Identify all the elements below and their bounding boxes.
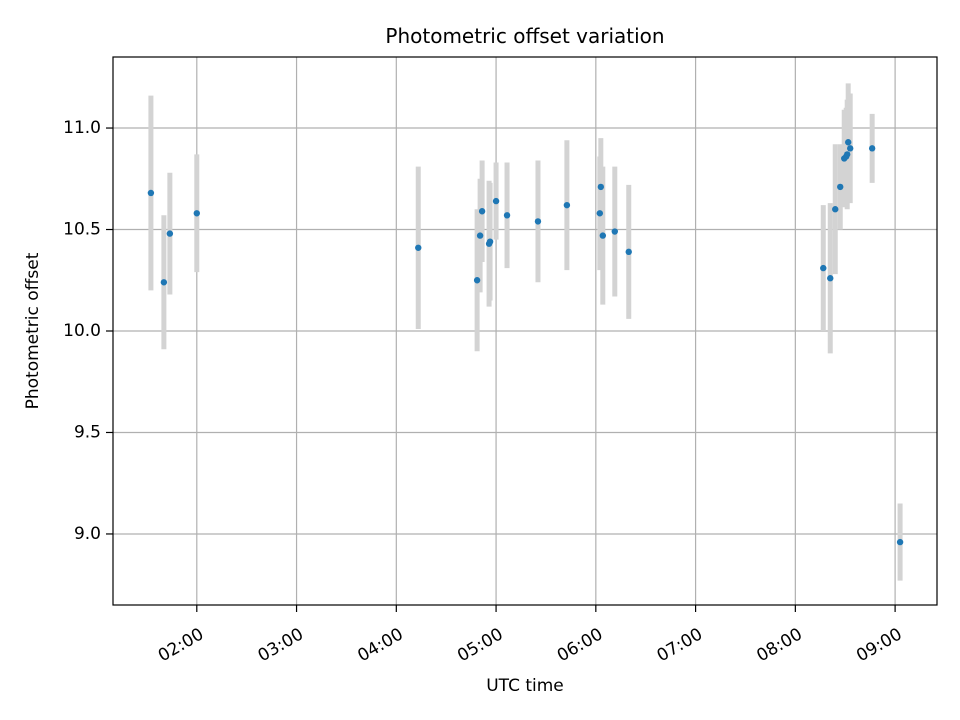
data-point — [503, 212, 511, 219]
data-point — [596, 210, 604, 217]
chart-title: Photometric offset variation — [385, 24, 664, 48]
data-point — [193, 210, 200, 217]
data-point — [563, 201, 571, 209]
data-point — [625, 248, 632, 256]
y-axis-title: Photometric offset — [23, 252, 43, 409]
data-points — [147, 139, 904, 546]
data-point — [486, 238, 494, 245]
data-point — [837, 183, 844, 191]
y-tick-label: 10.5 — [63, 220, 101, 240]
data-point — [478, 208, 486, 215]
data-point — [868, 145, 876, 152]
y-tick-label: 9.5 — [74, 422, 101, 442]
x-axis-title: UTC time — [486, 676, 564, 696]
data-point — [597, 183, 605, 191]
data-point — [166, 230, 174, 237]
grid — [113, 57, 937, 605]
data-point — [896, 538, 904, 546]
data-point — [599, 232, 607, 239]
data-point — [832, 206, 839, 213]
y-tick-label: 10.0 — [63, 321, 101, 341]
data-point — [160, 279, 168, 286]
data-point — [820, 264, 827, 272]
data-point — [492, 197, 500, 205]
y-tick-label: 9.0 — [74, 524, 101, 544]
y-tick-label: 11.0 — [63, 118, 101, 138]
data-point — [476, 232, 484, 239]
data-point — [473, 277, 481, 284]
data-point — [415, 244, 422, 251]
data-point — [845, 139, 852, 146]
data-point — [844, 151, 851, 158]
data-point — [847, 145, 854, 152]
data-point — [827, 275, 834, 282]
data-point — [534, 218, 542, 225]
data-point — [611, 228, 618, 235]
y-axis: 9.0 9.5 10.0 10.5 11.0 — [63, 118, 113, 544]
data-point — [147, 189, 155, 197]
